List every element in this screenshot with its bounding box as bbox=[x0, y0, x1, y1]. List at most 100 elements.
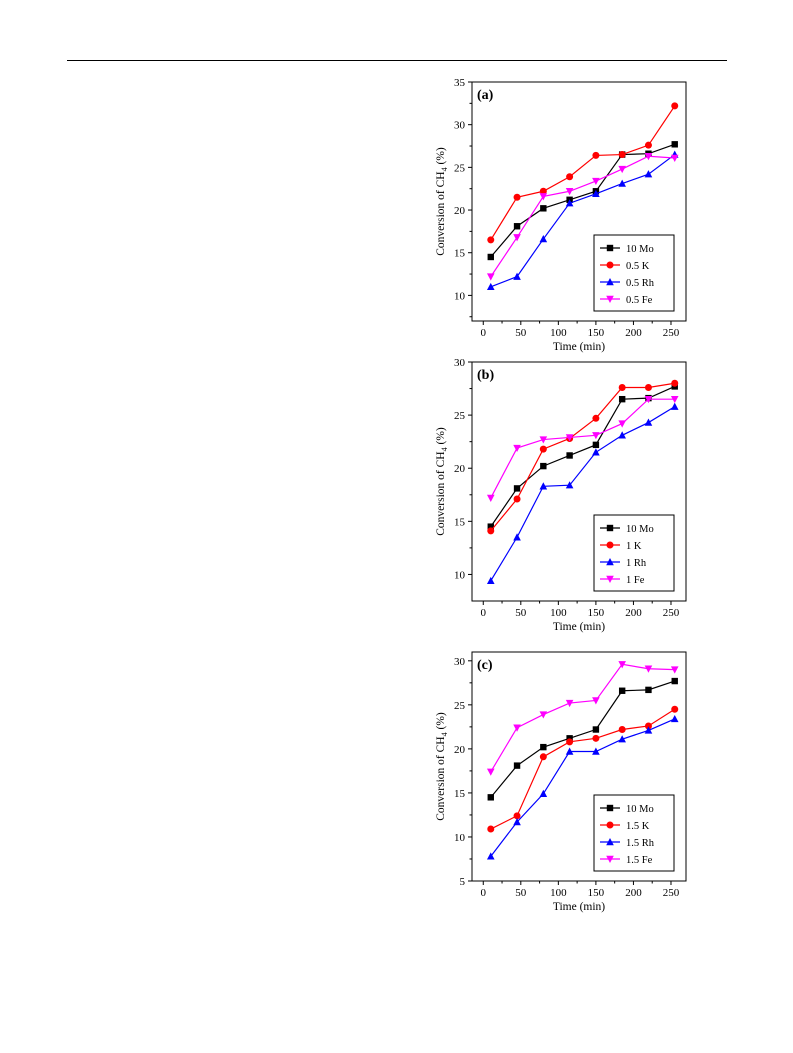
data-point bbox=[618, 687, 626, 694]
data-point bbox=[592, 448, 600, 456]
x-tick-label: 100 bbox=[550, 887, 567, 899]
data-point bbox=[487, 523, 494, 530]
data-point bbox=[487, 527, 495, 535]
data-point bbox=[566, 738, 574, 746]
y-tick-label: 30 bbox=[454, 120, 466, 132]
y-tick-label: 15 bbox=[454, 248, 466, 260]
data-point bbox=[671, 141, 678, 148]
legend-label: 1 Rh bbox=[626, 558, 647, 569]
data-point bbox=[592, 177, 600, 186]
y-tick-label: 10 bbox=[454, 832, 466, 844]
legend-label: 0.5 K bbox=[626, 261, 650, 272]
y-tick-label: 10 bbox=[454, 569, 466, 581]
data-point bbox=[539, 235, 548, 243]
plot-frame bbox=[471, 81, 687, 322]
x-tick-label: 150 bbox=[588, 327, 605, 339]
y-tick-label: 10 bbox=[454, 290, 466, 302]
data-point bbox=[566, 735, 573, 742]
data-point bbox=[671, 705, 679, 713]
chart-panel-b: 0 50 100 150 200 250 10 15 20 25 30 Time (min) Conve… bbox=[430, 354, 700, 639]
data-point bbox=[540, 462, 547, 470]
legend-label: 1 Fe bbox=[626, 575, 645, 586]
y-tick-label: 30 bbox=[454, 656, 466, 668]
legend: 10 Mo 1 K 1 Rh 1 Fe bbox=[593, 514, 675, 592]
legend-marker bbox=[606, 855, 614, 863]
series-line bbox=[490, 406, 676, 582]
data-point bbox=[486, 768, 495, 776]
page-header-rule bbox=[67, 60, 727, 61]
plot-frame bbox=[471, 651, 687, 882]
data-point bbox=[592, 414, 600, 422]
legend-marker bbox=[606, 541, 614, 549]
data-point bbox=[487, 253, 494, 261]
data-point bbox=[592, 441, 600, 449]
data-point bbox=[618, 431, 626, 439]
series-0-5-k bbox=[487, 102, 679, 244]
legend: 10 Mo 0.5 K 0.5 Rh 0.5 Fe bbox=[593, 234, 675, 312]
series-10-mo bbox=[487, 677, 678, 801]
y-tick-label: 20 bbox=[454, 205, 466, 217]
legend-label: 10 Mo bbox=[626, 244, 654, 255]
series-10-mo bbox=[487, 383, 678, 530]
data-point bbox=[565, 747, 574, 755]
data-point bbox=[513, 533, 521, 541]
data-point bbox=[539, 711, 548, 719]
series-line bbox=[490, 105, 676, 241]
series-line bbox=[490, 708, 676, 830]
data-point bbox=[670, 154, 679, 162]
x-tick-label: 0 bbox=[481, 607, 487, 619]
data-point bbox=[513, 817, 521, 826]
legend-label: 1 K bbox=[626, 541, 642, 552]
legend-label: 10 Mo bbox=[626, 524, 654, 535]
series-1-5-k bbox=[487, 705, 679, 833]
legend: 10 Mo 1.5 K 1.5 Rh 1.5 Fe bbox=[593, 794, 675, 872]
data-point bbox=[539, 193, 548, 201]
x-tick-label: 250 bbox=[663, 327, 680, 339]
legend-marker bbox=[606, 278, 614, 286]
data-point bbox=[513, 193, 521, 201]
x-tick-label: 100 bbox=[550, 327, 567, 339]
legend-marker bbox=[606, 838, 614, 846]
data-point bbox=[618, 735, 626, 743]
data-point bbox=[644, 665, 653, 673]
x-tick-label: 0 bbox=[481, 327, 487, 339]
data-point bbox=[592, 697, 600, 705]
x-tick-label: 50 bbox=[515, 607, 527, 619]
chart-svg: 0 50 100 150 200 250 5 10 15 20 25 30 Time (min) Conv… bbox=[435, 651, 687, 913]
data-point bbox=[565, 699, 574, 708]
chart-panel-a: 0 50 100 150 200 250 10 15 20 25 30 35 Time (min) Con… bbox=[430, 74, 700, 359]
data-point bbox=[565, 199, 574, 207]
series-1-k bbox=[487, 379, 679, 535]
x-tick-label: 200 bbox=[625, 887, 642, 899]
y-axis-label: Conversion of CH4 (%) bbox=[435, 147, 449, 256]
legend-label: 1.5 Fe bbox=[626, 855, 653, 866]
y-tick-label: 35 bbox=[454, 77, 466, 89]
data-point bbox=[539, 753, 547, 761]
data-point bbox=[486, 494, 495, 502]
x-axis-label: Time (min) bbox=[553, 341, 605, 353]
data-point bbox=[618, 383, 626, 391]
data-point bbox=[513, 724, 521, 732]
series-line bbox=[490, 680, 675, 798]
x-tick-label: 150 bbox=[588, 887, 605, 899]
chart-panel-c: 0 50 100 150 200 250 5 10 15 20 25 30 Time (min) Conv… bbox=[430, 644, 700, 919]
data-point bbox=[513, 812, 521, 820]
data-point bbox=[565, 188, 574, 196]
series-1-5-rh bbox=[486, 714, 679, 860]
legend-marker bbox=[606, 575, 614, 583]
data-point bbox=[487, 794, 494, 801]
data-point bbox=[670, 402, 679, 410]
data-point bbox=[670, 666, 679, 674]
legend-marker bbox=[606, 558, 614, 566]
data-point bbox=[513, 485, 521, 492]
data-point bbox=[565, 481, 574, 489]
data-point bbox=[670, 714, 679, 723]
x-tick-label: 250 bbox=[663, 887, 680, 899]
panel-label: (b) bbox=[477, 368, 494, 383]
y-axis-label: Conversion of CH4 (%) bbox=[435, 712, 449, 821]
data-point bbox=[592, 151, 600, 159]
data-point bbox=[644, 383, 652, 391]
series-line bbox=[490, 718, 675, 857]
data-point bbox=[618, 151, 626, 159]
data-point bbox=[644, 726, 653, 734]
